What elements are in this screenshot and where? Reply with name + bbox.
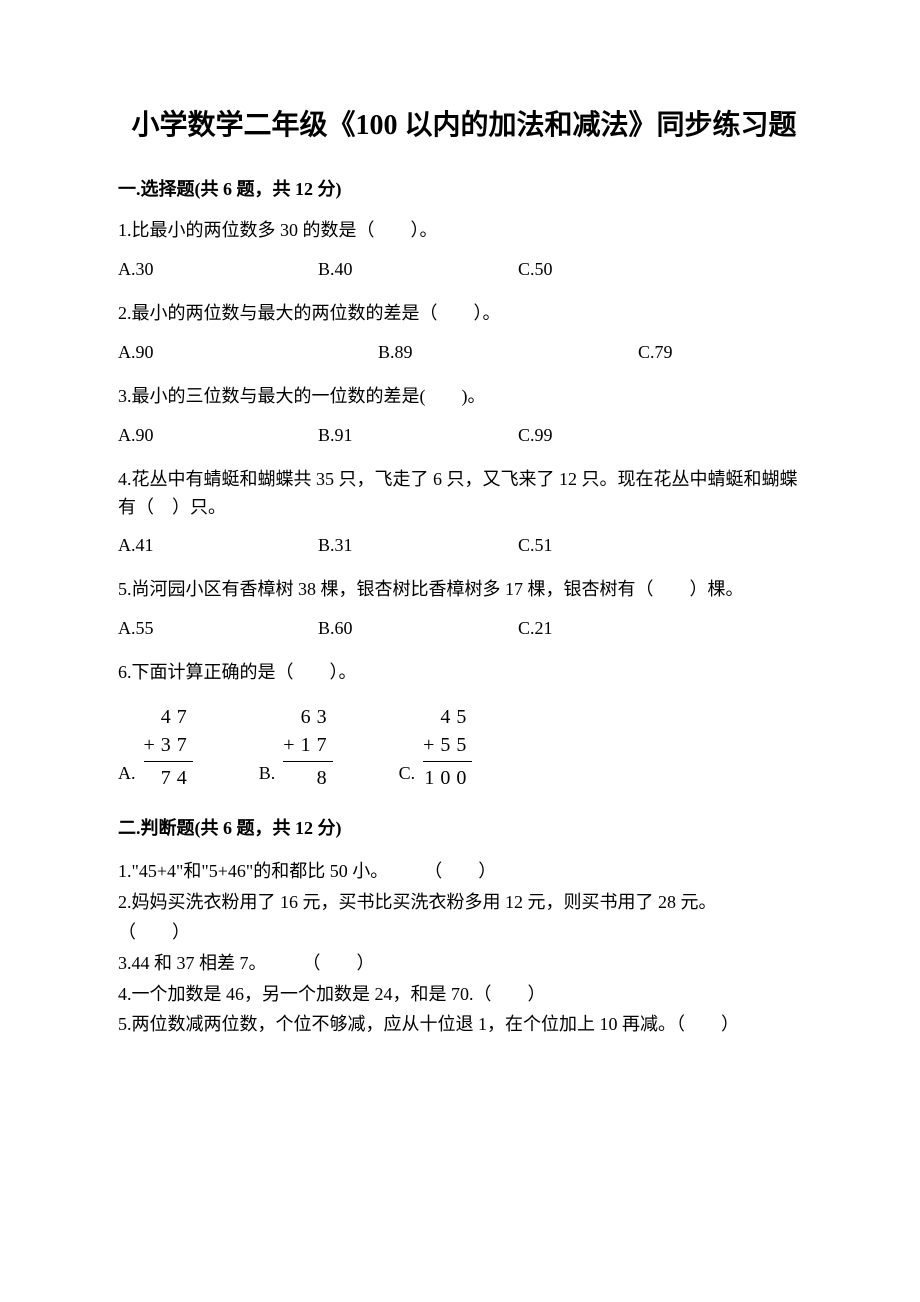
worksheet-page: 小学数学二年级《100 以内的加法和减法》同步练习题 一.选择题(共 6 题，共… <box>0 0 920 1302</box>
q6-opt-a: A. 47 +37 74 <box>118 703 199 792</box>
q1-opt-c: C.50 <box>518 259 718 280</box>
q1-text: 1.比最小的两位数多 30 的数是（ ）。 <box>118 217 810 245</box>
judge-item-3: 3.44 和 37 相差 7。 （ ） <box>118 948 810 979</box>
vsum-b-top: 63 <box>283 703 332 731</box>
vsum-a-bot: 74 <box>144 764 193 792</box>
vsum-a-rule <box>144 761 193 762</box>
q2-opt-b: B.89 <box>378 342 638 363</box>
q1-options: A.30 B.40 C.50 <box>118 259 810 280</box>
q5-text: 5.尚河园小区有香樟树 38 棵，银杏树比香樟树多 17 棵，银杏树有（ ）棵。 <box>118 576 810 604</box>
page-title: 小学数学二年级《100 以内的加法和减法》同步练习题 <box>118 105 810 147</box>
vertical-sum-b: 63 +17 8 <box>283 703 338 792</box>
vertical-sum-c: 45 +55 100 <box>423 703 478 792</box>
q6-opt-c: C. 45 +55 100 <box>399 703 479 792</box>
vsum-a-mid: +37 <box>144 731 193 759</box>
q4-opt-a: A.41 <box>118 535 318 556</box>
q2-opt-c: C.79 <box>638 342 898 363</box>
vsum-c-mid: +55 <box>423 731 472 759</box>
q6-options: A. 47 +37 74 B. 63 +17 8 C. 45 +55 <box>118 703 810 792</box>
vsum-c-top: 45 <box>423 703 472 731</box>
vsum-a-top: 47 <box>144 703 193 731</box>
judge-item-2: 2.妈妈买洗衣粉用了 16 元，买书比买洗衣粉多用 12 元，则买书用了 28 … <box>118 887 810 948</box>
section1-heading: 一.选择题(共 6 题，共 12 分) <box>118 175 810 201</box>
vsum-b-bot: 8 <box>283 764 332 792</box>
vsum-b-rule <box>283 761 332 762</box>
judge-list: 1."45+4"和"5+46"的和都比 50 小。 （ ） 2.妈妈买洗衣粉用了… <box>118 856 810 1040</box>
q2-opt-a: A.90 <box>118 342 378 363</box>
vsum-c-bot: 100 <box>423 764 472 792</box>
q3-text: 3.最小的三位数与最大的一位数的差是( )。 <box>118 383 810 411</box>
q2-text: 2.最小的两位数与最大的两位数的差是（ ）。 <box>118 300 810 328</box>
q6-opt-a-label: A. <box>118 763 136 792</box>
q4-options: A.41 B.31 C.51 <box>118 535 810 556</box>
vertical-sum-a: 47 +37 74 <box>144 703 199 792</box>
q3-options: A.90 B.91 C.99 <box>118 425 810 446</box>
q5-opt-b: B.60 <box>318 618 518 639</box>
q6-opt-b: B. 63 +17 8 <box>259 703 339 792</box>
q6-opt-b-label: B. <box>259 763 276 792</box>
q5-opt-c: C.21 <box>518 618 718 639</box>
q2-options: A.90 B.89 C.79 <box>118 342 810 363</box>
q4-opt-c: C.51 <box>518 535 718 556</box>
q4-opt-b: B.31 <box>318 535 518 556</box>
q1-opt-b: B.40 <box>318 259 518 280</box>
q5-options: A.55 B.60 C.21 <box>118 618 810 639</box>
judge-item-1: 1."45+4"和"5+46"的和都比 50 小。 （ ） <box>118 856 810 887</box>
q4-text: 4.花丛中有蜻蜓和蝴蝶共 35 只，飞走了 6 只，又飞来了 12 只。现在花丛… <box>118 466 810 522</box>
judge-item-5: 5.两位数减两位数，个位不够减，应从十位退 1，在个位加上 10 再减。（ ） <box>118 1009 810 1040</box>
q5-opt-a: A.55 <box>118 618 318 639</box>
q3-opt-a: A.90 <box>118 425 318 446</box>
q6-text: 6.下面计算正确的是（ ）。 <box>118 659 810 687</box>
section2-heading: 二.判断题(共 6 题，共 12 分) <box>118 814 810 840</box>
judge-item-4: 4.一个加数是 46，另一个加数是 24，和是 70.（ ） <box>118 979 810 1010</box>
vsum-c-rule <box>423 761 472 762</box>
q3-opt-b: B.91 <box>318 425 518 446</box>
q3-opt-c: C.99 <box>518 425 718 446</box>
q1-opt-a: A.30 <box>118 259 318 280</box>
q6-opt-c-label: C. <box>399 763 416 792</box>
vsum-b-mid: +17 <box>283 731 332 759</box>
